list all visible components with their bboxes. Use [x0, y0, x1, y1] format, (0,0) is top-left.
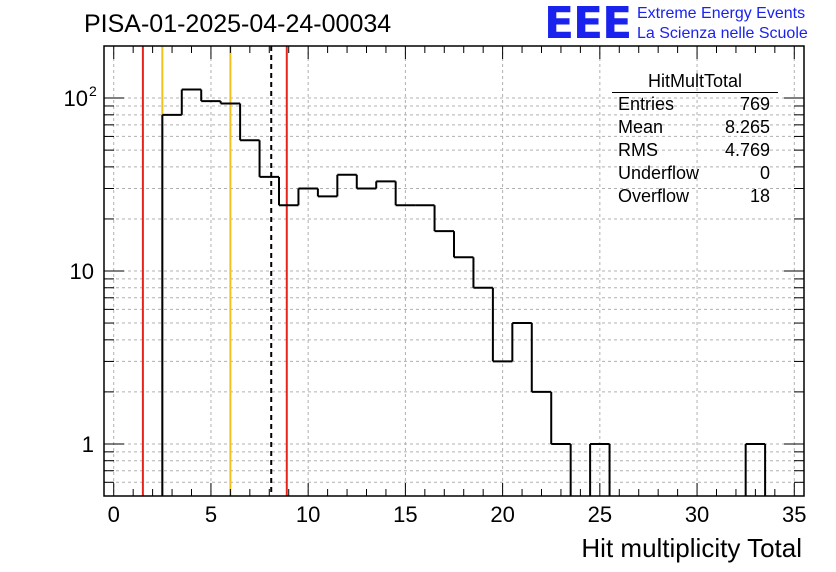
stats-label: RMS	[618, 140, 658, 160]
x-tick-label: 0	[108, 502, 120, 527]
stats-value: 8.265	[724, 117, 770, 137]
y-tick-label: 10	[64, 86, 88, 111]
stats-value: 0	[759, 163, 770, 183]
logo-subtitle-2: La Scienza nelle Scuole	[637, 25, 808, 42]
stats-value: 4.769	[724, 140, 770, 160]
stats-label: Mean	[618, 117, 664, 137]
stats-row-underflow: Underflow 0	[612, 162, 778, 185]
x-tick-label: 5	[205, 502, 217, 527]
stats-value: 769	[739, 94, 770, 114]
histogram-layer	[161, 88, 767, 496]
stats-label: Underflow	[618, 163, 700, 183]
x-tick-label: 35	[782, 502, 806, 527]
stats-title: HitMultTotal	[612, 70, 778, 93]
stats-label: Overflow	[618, 186, 690, 206]
stats-row-rms: RMS 4.769	[612, 139, 778, 162]
y-tick-label: 1	[82, 432, 94, 457]
eee-logo: EEE	[544, 0, 632, 49]
stats-row-mean: Mean 8.265	[612, 116, 778, 139]
stats-label: Entries	[618, 94, 675, 114]
x-tick-label: 30	[685, 502, 709, 527]
x-tick-label: 25	[588, 502, 612, 527]
x-tick-label: 15	[393, 502, 417, 527]
run-title: PISA-01-2025-04-24-00034	[84, 10, 392, 38]
ticks-layer	[104, 45, 804, 497]
y-tick-exponent: 2	[89, 83, 97, 99]
x-tick-label: 10	[296, 502, 320, 527]
y-tick-label: 10	[70, 259, 94, 284]
stats-box: HitMultTotal Entries 769 Mean 8.265 RMS …	[612, 70, 778, 208]
grid-layer	[104, 45, 804, 496]
stats-row-overflow: Overflow 18	[612, 185, 778, 208]
stats-value: 18	[749, 186, 770, 206]
stats-row-entries: Entries 769	[612, 93, 778, 116]
logo-subtitle-1: Extreme Energy Events	[637, 5, 806, 22]
x-tick-label: 20	[490, 502, 514, 527]
x-axis-label: Hit multiplicity Total	[581, 533, 802, 563]
